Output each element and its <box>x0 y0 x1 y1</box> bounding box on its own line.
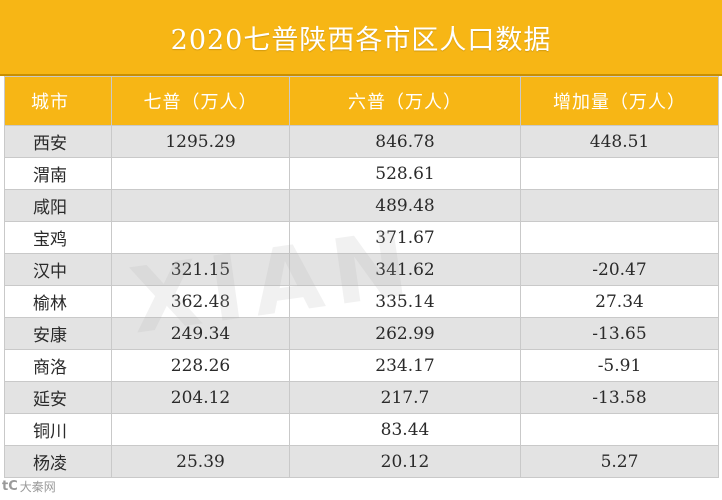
page-title: 2020七普陕西各市区人口数据 <box>170 24 552 56</box>
city-cell: 安康 <box>4 317 112 350</box>
city-cell: 商洛 <box>4 349 112 382</box>
census7-cell: 249.34 <box>111 317 290 350</box>
source-tag: tC 大秦网 <box>2 478 56 495</box>
city-cell: 延安 <box>4 381 112 414</box>
source-logo-icon: tC <box>2 479 18 494</box>
census7-cell: 204.12 <box>111 381 290 414</box>
census7-cell <box>111 189 290 222</box>
city-cell: 渭南 <box>4 157 112 190</box>
header-census7: 七普（万人） <box>111 76 290 126</box>
table-row: 商洛 228.26 234.17 -5.91 <box>4 349 719 382</box>
header-census6: 六普（万人） <box>289 76 521 126</box>
census6-cell: 528.61 <box>289 157 521 190</box>
census6-cell: 846.78 <box>289 125 521 158</box>
table-row: 铜川 83.44 <box>4 413 719 446</box>
increase-cell: 27.34 <box>520 285 719 318</box>
census6-cell: 20.12 <box>289 445 521 478</box>
city-cell: 杨凌 <box>4 445 112 478</box>
city-cell: 咸阳 <box>4 189 112 222</box>
census6-cell: 371.67 <box>289 221 521 254</box>
census6-cell: 341.62 <box>289 253 521 286</box>
increase-cell <box>520 221 719 254</box>
census6-cell: 217.7 <box>289 381 521 414</box>
table-row: 延安 204.12 217.7 -13.58 <box>4 381 719 414</box>
city-cell: 榆林 <box>4 285 112 318</box>
table-row: 汉中 321.15 341.62 -20.47 <box>4 253 719 286</box>
table-row: 西安 1295.29 846.78 448.51 <box>4 125 719 158</box>
source-label: 大秦网 <box>19 480 56 494</box>
census6-cell: 262.99 <box>289 317 521 350</box>
census7-cell: 1295.29 <box>111 125 290 158</box>
header-row: 城市 七普（万人） 六普（万人） 增加量（万人） <box>4 76 719 126</box>
title-bar: 2020七普陕西各市区人口数据 <box>0 0 722 76</box>
census7-cell <box>111 413 290 446</box>
table-row: 安康 249.34 262.99 -13.65 <box>4 317 719 350</box>
header-increase: 增加量（万人） <box>520 76 719 126</box>
census7-cell: 362.48 <box>111 285 290 318</box>
census6-cell: 335.14 <box>289 285 521 318</box>
census7-cell: 321.15 <box>111 253 290 286</box>
table-row: 宝鸡 371.67 <box>4 221 719 254</box>
census7-cell <box>111 221 290 254</box>
header-city: 城市 <box>4 76 112 126</box>
population-table: 城市 七普（万人） 六普（万人） 增加量（万人） 西安 1295.29 846.… <box>4 76 719 478</box>
increase-cell <box>520 413 719 446</box>
increase-cell: 448.51 <box>520 125 719 158</box>
increase-cell: -20.47 <box>520 253 719 286</box>
increase-cell <box>520 189 719 222</box>
census7-cell: 25.39 <box>111 445 290 478</box>
census7-cell <box>111 157 290 190</box>
increase-cell: -13.58 <box>520 381 719 414</box>
increase-cell: -13.65 <box>520 317 719 350</box>
city-cell: 西安 <box>4 125 112 158</box>
increase-cell: -5.91 <box>520 349 719 382</box>
city-cell: 宝鸡 <box>4 221 112 254</box>
increase-cell: 5.27 <box>520 445 719 478</box>
increase-cell <box>520 157 719 190</box>
census6-cell: 489.48 <box>289 189 521 222</box>
table-row: 杨凌 25.39 20.12 5.27 <box>4 445 719 478</box>
city-cell: 汉中 <box>4 253 112 286</box>
table-row: 榆林 362.48 335.14 27.34 <box>4 285 719 318</box>
census6-cell: 83.44 <box>289 413 521 446</box>
table-row: 咸阳 489.48 <box>4 189 719 222</box>
census7-cell: 228.26 <box>111 349 290 382</box>
census6-cell: 234.17 <box>289 349 521 382</box>
city-cell: 铜川 <box>4 413 112 446</box>
table-row: 渭南 528.61 <box>4 157 719 190</box>
